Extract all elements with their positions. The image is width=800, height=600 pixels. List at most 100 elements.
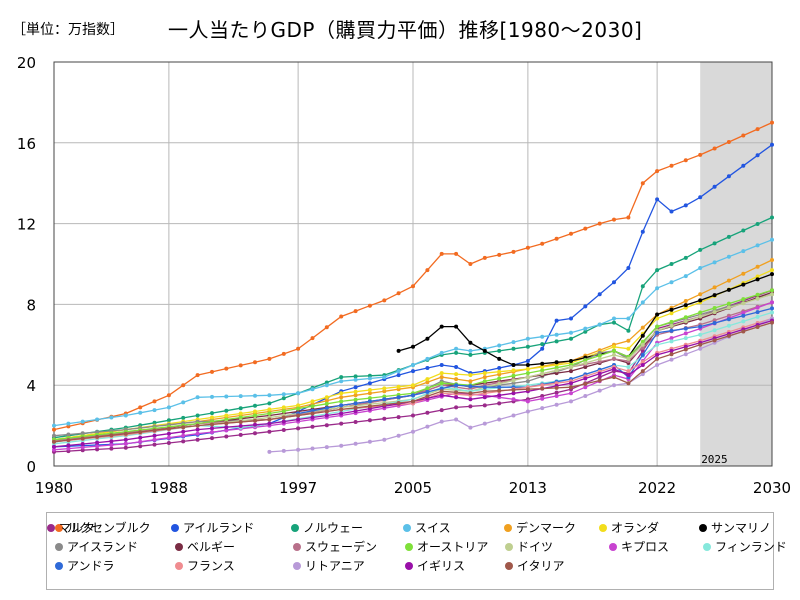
data-point [482, 385, 487, 390]
data-point [640, 325, 645, 330]
data-point [425, 386, 430, 391]
data-point [439, 419, 444, 424]
data-point [454, 417, 459, 422]
data-point [253, 418, 257, 423]
data-point [353, 409, 358, 414]
data-point [296, 447, 301, 452]
legend-marker [175, 561, 183, 570]
data-point [698, 314, 703, 319]
data-point [755, 264, 760, 269]
legend-marker [505, 542, 513, 551]
data-point [540, 361, 545, 366]
data-point [66, 438, 71, 443]
data-point [52, 427, 56, 432]
data-point [626, 338, 631, 343]
legend-label: スウェーデン [305, 540, 378, 554]
data-point [109, 446, 114, 451]
data-point [511, 340, 516, 345]
data-point [224, 434, 229, 439]
data-point [712, 184, 717, 189]
data-point [569, 369, 573, 374]
data-point [655, 324, 660, 329]
data-point [80, 445, 85, 450]
data-point [698, 266, 703, 270]
data-point [597, 322, 602, 327]
data-point [554, 394, 559, 398]
data-point [339, 403, 344, 408]
data-point [741, 301, 746, 306]
data-point [439, 381, 444, 386]
legend-label: イタリア [517, 559, 565, 573]
data-point [640, 345, 645, 350]
data-point [683, 255, 688, 260]
data-point [540, 365, 545, 369]
data-point [95, 447, 100, 452]
data-point [569, 385, 573, 390]
data-point [138, 439, 143, 444]
data-point [439, 408, 444, 413]
data-point [511, 373, 516, 378]
data-point [669, 311, 674, 316]
data-point [454, 405, 459, 410]
data-point [468, 262, 473, 266]
data-point [583, 381, 588, 386]
legend-label: ルクセンブルク [67, 521, 151, 535]
data-point [123, 431, 128, 436]
data-point [497, 401, 502, 406]
data-point [310, 415, 315, 420]
legend-marker [293, 561, 301, 570]
data-point [166, 441, 171, 445]
data-point [353, 401, 358, 406]
data-point [181, 415, 186, 420]
data-point [770, 215, 774, 220]
data-point [597, 292, 602, 297]
data-point [525, 336, 530, 341]
data-point [511, 397, 516, 402]
data-point [425, 366, 430, 370]
title-row: ［単位：万指数］ 一人当たりGDP（購買力平価）推移[1980～2030] [10, 10, 790, 50]
data-point [382, 397, 387, 402]
data-point [540, 386, 545, 391]
legend-item: スウェーデン [293, 538, 377, 556]
data-point [741, 297, 746, 302]
data-point [138, 410, 143, 415]
data-point [741, 329, 746, 334]
data-point [95, 434, 100, 439]
data-point [468, 404, 473, 409]
data-point [640, 352, 645, 357]
legend-label: フランス [187, 559, 235, 573]
data-point [310, 411, 315, 416]
data-point [224, 425, 229, 430]
data-point [640, 300, 645, 305]
data-point [525, 379, 530, 384]
data-point [253, 413, 257, 418]
data-point [253, 393, 257, 398]
data-point [310, 424, 315, 429]
data-point [310, 336, 315, 341]
legend-item: アイルランド [171, 519, 254, 537]
data-point [497, 343, 502, 348]
data-point [210, 436, 214, 441]
legend-item: アンドラ [55, 557, 115, 575]
legend-item: フィンランド [703, 538, 787, 556]
legend-marker [405, 542, 413, 551]
data-point [525, 409, 530, 414]
data-point [210, 411, 214, 416]
data-point [339, 411, 344, 416]
data-point [224, 413, 229, 418]
forecast-start-label: 2025 [701, 453, 728, 466]
data-point [339, 407, 344, 412]
data-point [712, 321, 717, 325]
data-point [669, 280, 674, 285]
data-point [755, 305, 760, 310]
data-point [367, 396, 372, 401]
data-point [138, 430, 143, 435]
data-point [353, 374, 358, 379]
data-point [497, 385, 502, 390]
data-point [353, 389, 358, 394]
data-point [396, 401, 401, 405]
data-point [583, 361, 588, 365]
data-point [152, 442, 157, 447]
data-point [267, 356, 272, 361]
legend-item: ドイツ [505, 538, 553, 556]
